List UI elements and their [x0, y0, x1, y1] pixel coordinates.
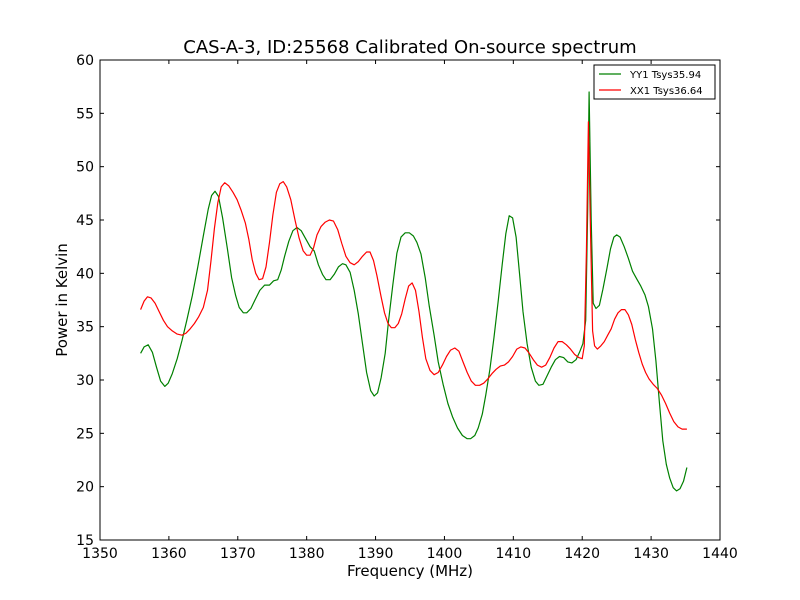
x-tick-label: 1430	[633, 546, 669, 562]
ticks-layer: 1350 1360 1370 1380 1390 1400 1410 1420 1430 1440…	[76, 53, 738, 562]
x-tick-label: 1350	[82, 546, 118, 562]
legend-label-xx1: XX1 Tsys36.64	[630, 86, 703, 97]
legend-label-yy1: YY1 Tsys35.94	[629, 70, 701, 81]
y-tick-label: 15	[76, 533, 94, 549]
x-tick-label: 1410	[496, 546, 532, 562]
x-axis-label: Frequency (MHz)	[347, 562, 473, 580]
x-tick-label: 1400	[427, 546, 463, 562]
x-tick-label: 1420	[564, 546, 600, 562]
legend-box	[593, 64, 716, 100]
y-tick-label: 60	[76, 53, 94, 69]
x-tick-label: 1440	[702, 546, 738, 562]
plot-frame	[99, 59, 721, 541]
series-line-0	[140, 91, 688, 492]
y-tick-label: 30	[76, 373, 94, 389]
legend: YY1 Tsys35.94 XX1 Tsys36.64	[593, 64, 716, 100]
x-tick-label: 1380	[289, 546, 325, 562]
x-tick-label: 1370	[220, 546, 256, 562]
y-tick-label: 20	[76, 480, 94, 496]
y-tick-label: 25	[76, 426, 94, 442]
x-tick-label: 1360	[151, 546, 187, 562]
y-axis-label: Power in Kelvin	[53, 243, 71, 357]
y-tick-label: 40	[76, 266, 94, 282]
series-line-1	[140, 121, 687, 430]
y-tick-label: 55	[76, 106, 94, 122]
y-tick-label: 35	[76, 320, 94, 336]
chart-title: CAS-A-3, ID:25568 Calibrated On-source s…	[183, 37, 636, 58]
y-tick-label: 50	[76, 160, 94, 176]
y-tick-label: 45	[76, 213, 94, 229]
x-tick-label: 1390	[358, 546, 394, 562]
series-layer	[140, 91, 688, 492]
